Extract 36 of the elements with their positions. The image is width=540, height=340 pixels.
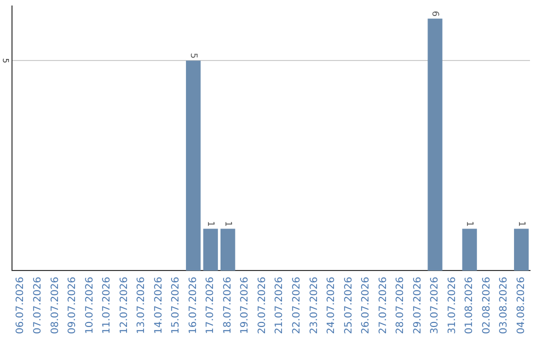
x-tick-label: 16.07.2026: [188, 276, 199, 334]
x-tick-label: 07.07.2026: [32, 276, 44, 334]
x-tick-label: 14.07.2026: [153, 276, 164, 334]
x-tick-label: 30.07.2026: [430, 276, 441, 334]
x-tick-label: 04.08.2026: [516, 276, 527, 334]
data-label: 1: [464, 220, 474, 227]
x-tick-label: 15.07.2026: [170, 276, 182, 334]
x-tick-label: 29.07.2026: [412, 276, 424, 334]
x-tick-label: 02.08.2026: [481, 276, 492, 334]
x-tick-label: 22.07.2026: [291, 276, 302, 334]
x-tick-label: 06.07.2026: [15, 276, 26, 334]
x-tick-label: 13.07.2026: [136, 276, 148, 334]
data-label: 1: [222, 220, 232, 227]
x-tick-label: 21.07.2026: [274, 276, 286, 334]
x-tick-label: 01.08.2026: [464, 276, 476, 334]
x-tick-label: 28.07.2026: [395, 276, 406, 334]
data-label: 5: [188, 52, 198, 59]
x-tick-label: 20.07.2026: [256, 276, 268, 334]
x-tick-label: 23.07.2026: [308, 276, 320, 334]
x-tick-label: 12.07.2026: [118, 276, 130, 334]
data-label: 1: [205, 220, 216, 227]
x-tick-label: 11.07.2026: [102, 276, 113, 334]
x-tick-label: 09.07.2026: [67, 276, 78, 334]
x-tick-label: 17.07.2026: [205, 276, 216, 334]
data-label: 6: [430, 10, 440, 17]
x-tick-label: 03.08.2026: [498, 276, 510, 334]
x-tick-label: 31.07.2026: [446, 276, 458, 334]
x-tick-label: 26.07.2026: [360, 276, 372, 334]
x-tick-label: 25.07.2026: [343, 276, 354, 334]
x-tick-label: 18.07.2026: [222, 276, 234, 334]
x-tick-label: 08.07.2026: [50, 276, 61, 334]
x-tick-label: 19.07.2026: [240, 276, 251, 334]
x-tick-label: 24.07.2026: [326, 276, 338, 334]
x-tick-label: 27.07.2026: [378, 276, 389, 334]
x-tick-label: 10.07.2026: [84, 276, 96, 334]
data-label: 1: [516, 220, 526, 227]
